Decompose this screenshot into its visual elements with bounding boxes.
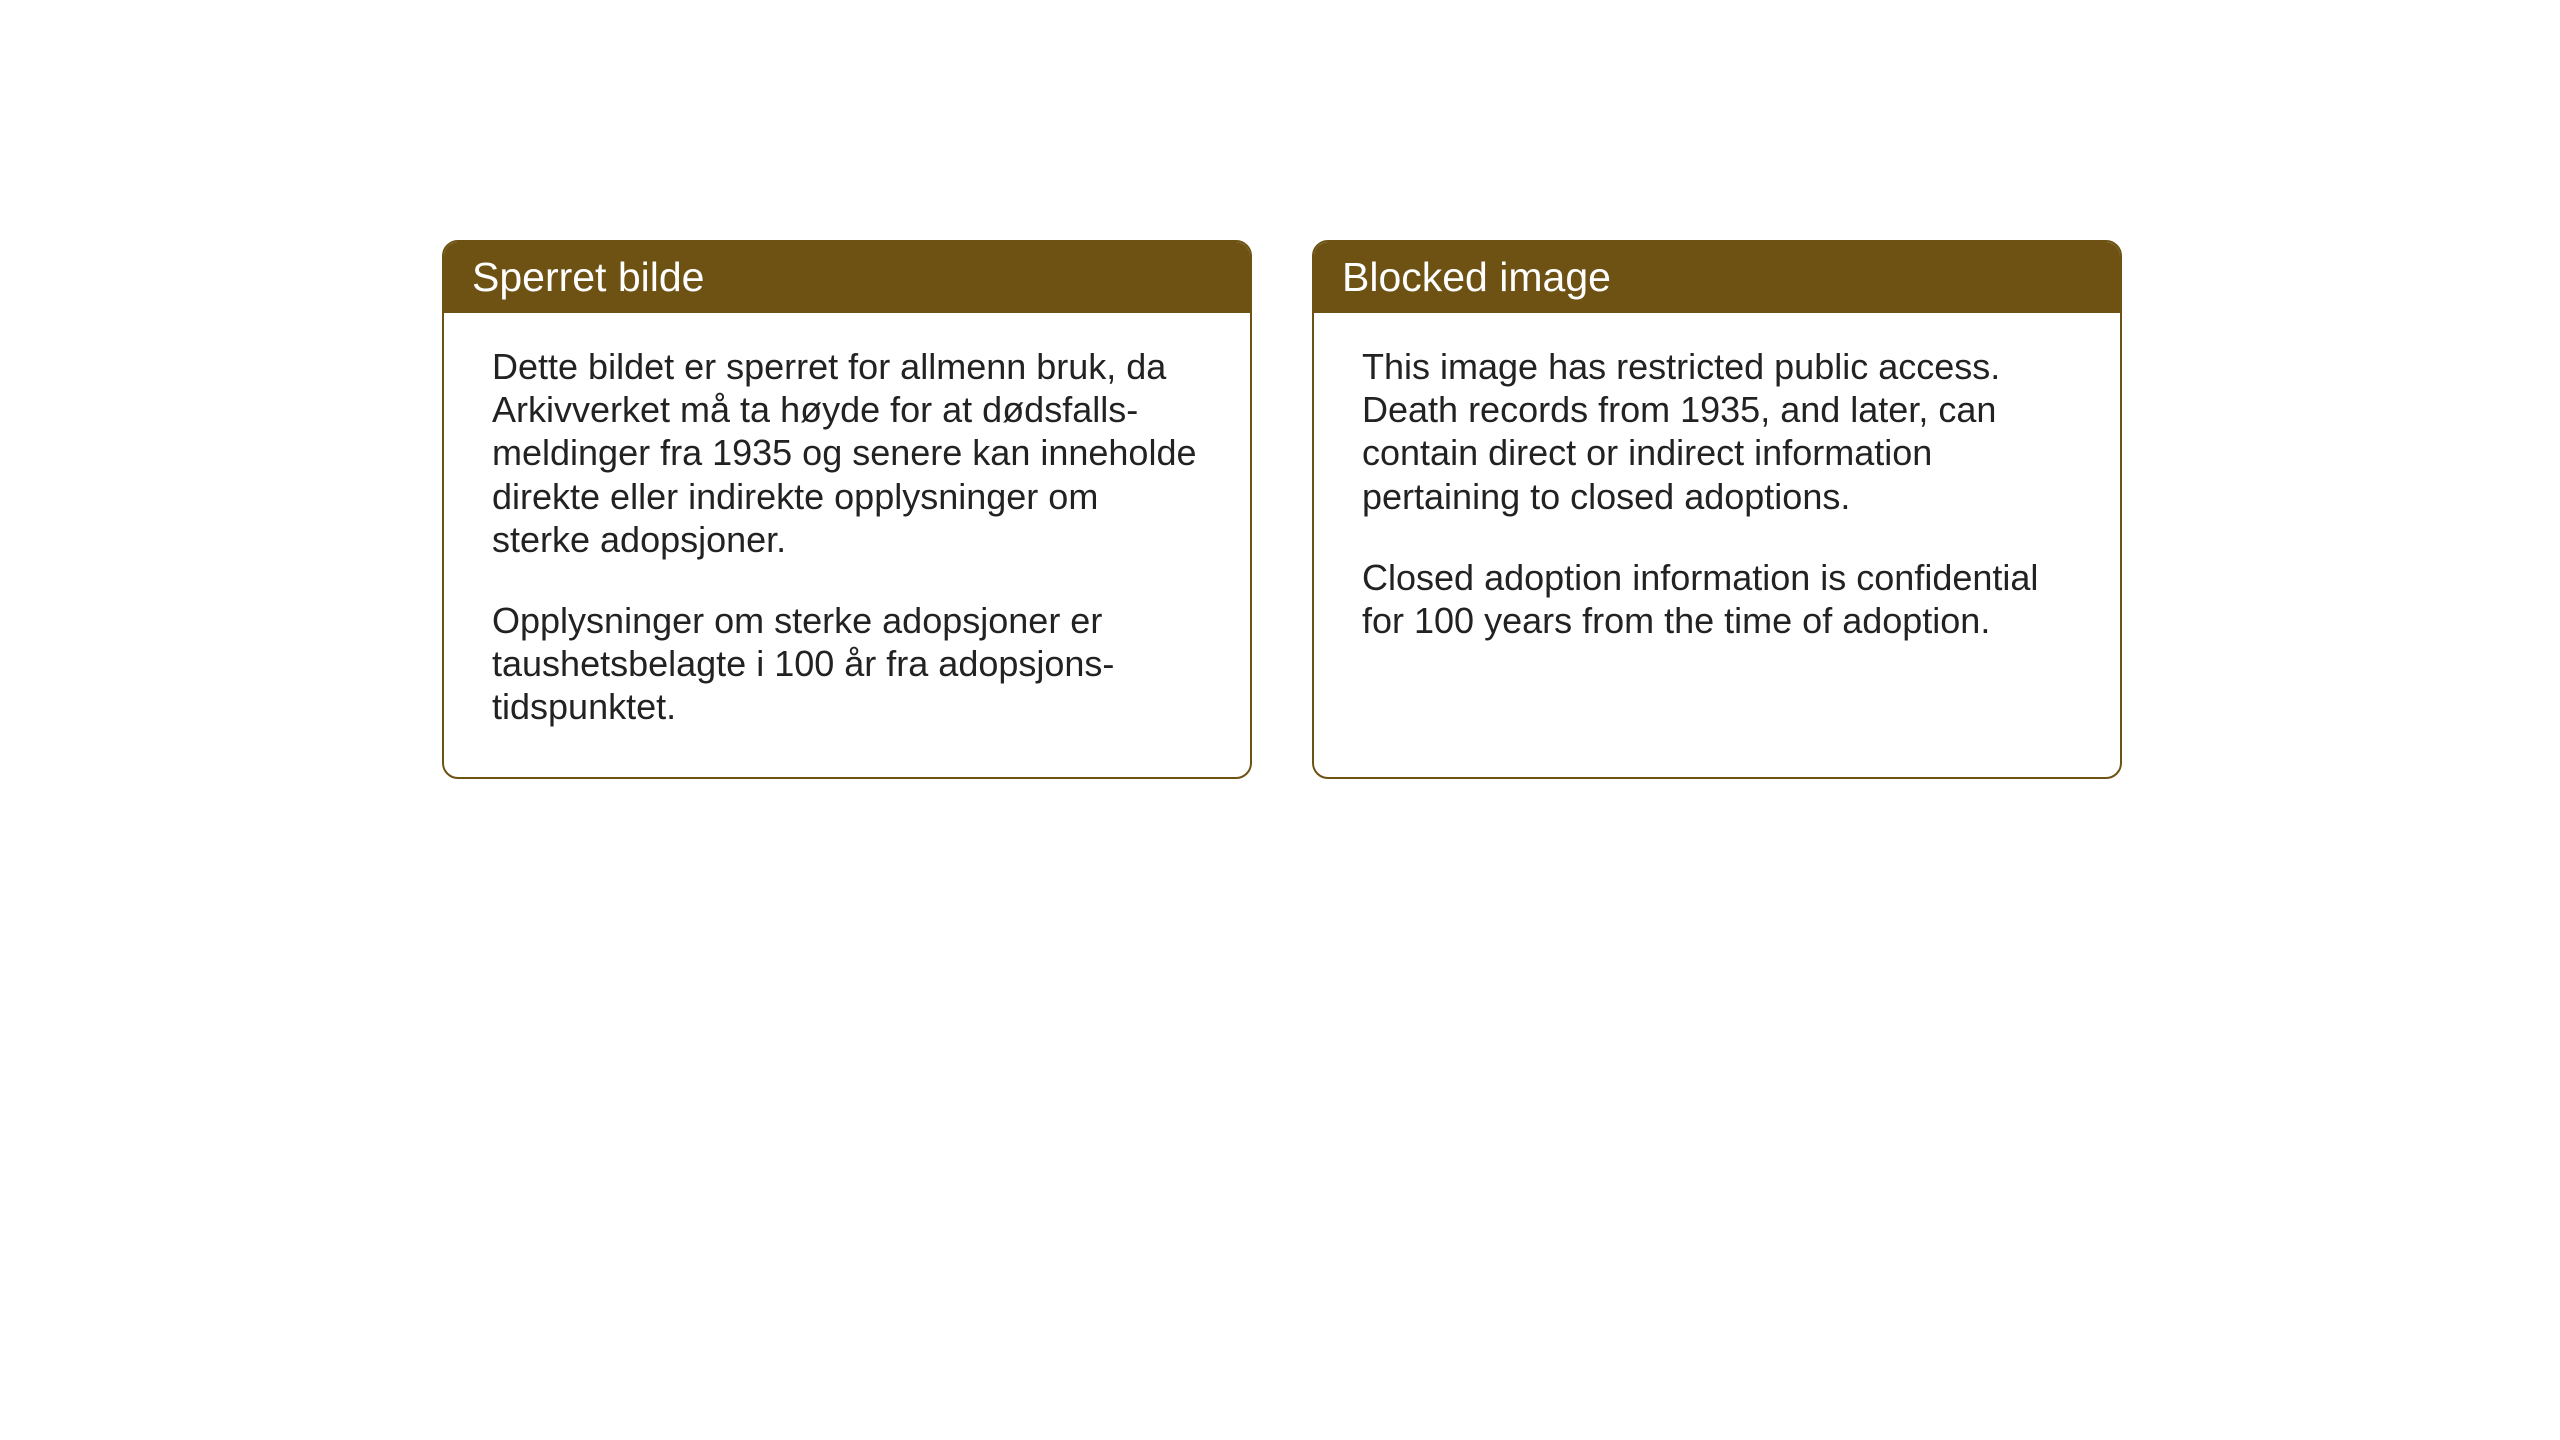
- english-card: Blocked image This image has restricted …: [1312, 240, 2122, 779]
- norwegian-card-header: Sperret bilde: [444, 242, 1250, 313]
- english-card-body: This image has restricted public access.…: [1314, 313, 2120, 763]
- notice-container: Sperret bilde Dette bildet er sperret fo…: [442, 240, 2122, 779]
- norwegian-paragraph-1: Dette bildet er sperret for allmenn bruk…: [492, 345, 1202, 561]
- norwegian-paragraph-2: Opplysninger om sterke adopsjoner er tau…: [492, 599, 1202, 729]
- norwegian-card-title: Sperret bilde: [472, 254, 704, 300]
- norwegian-card-body: Dette bildet er sperret for allmenn bruk…: [444, 313, 1250, 777]
- norwegian-card: Sperret bilde Dette bildet er sperret fo…: [442, 240, 1252, 779]
- english-paragraph-2: Closed adoption information is confident…: [1362, 556, 2072, 642]
- english-card-header: Blocked image: [1314, 242, 2120, 313]
- english-card-title: Blocked image: [1342, 254, 1611, 300]
- english-paragraph-1: This image has restricted public access.…: [1362, 345, 2072, 518]
